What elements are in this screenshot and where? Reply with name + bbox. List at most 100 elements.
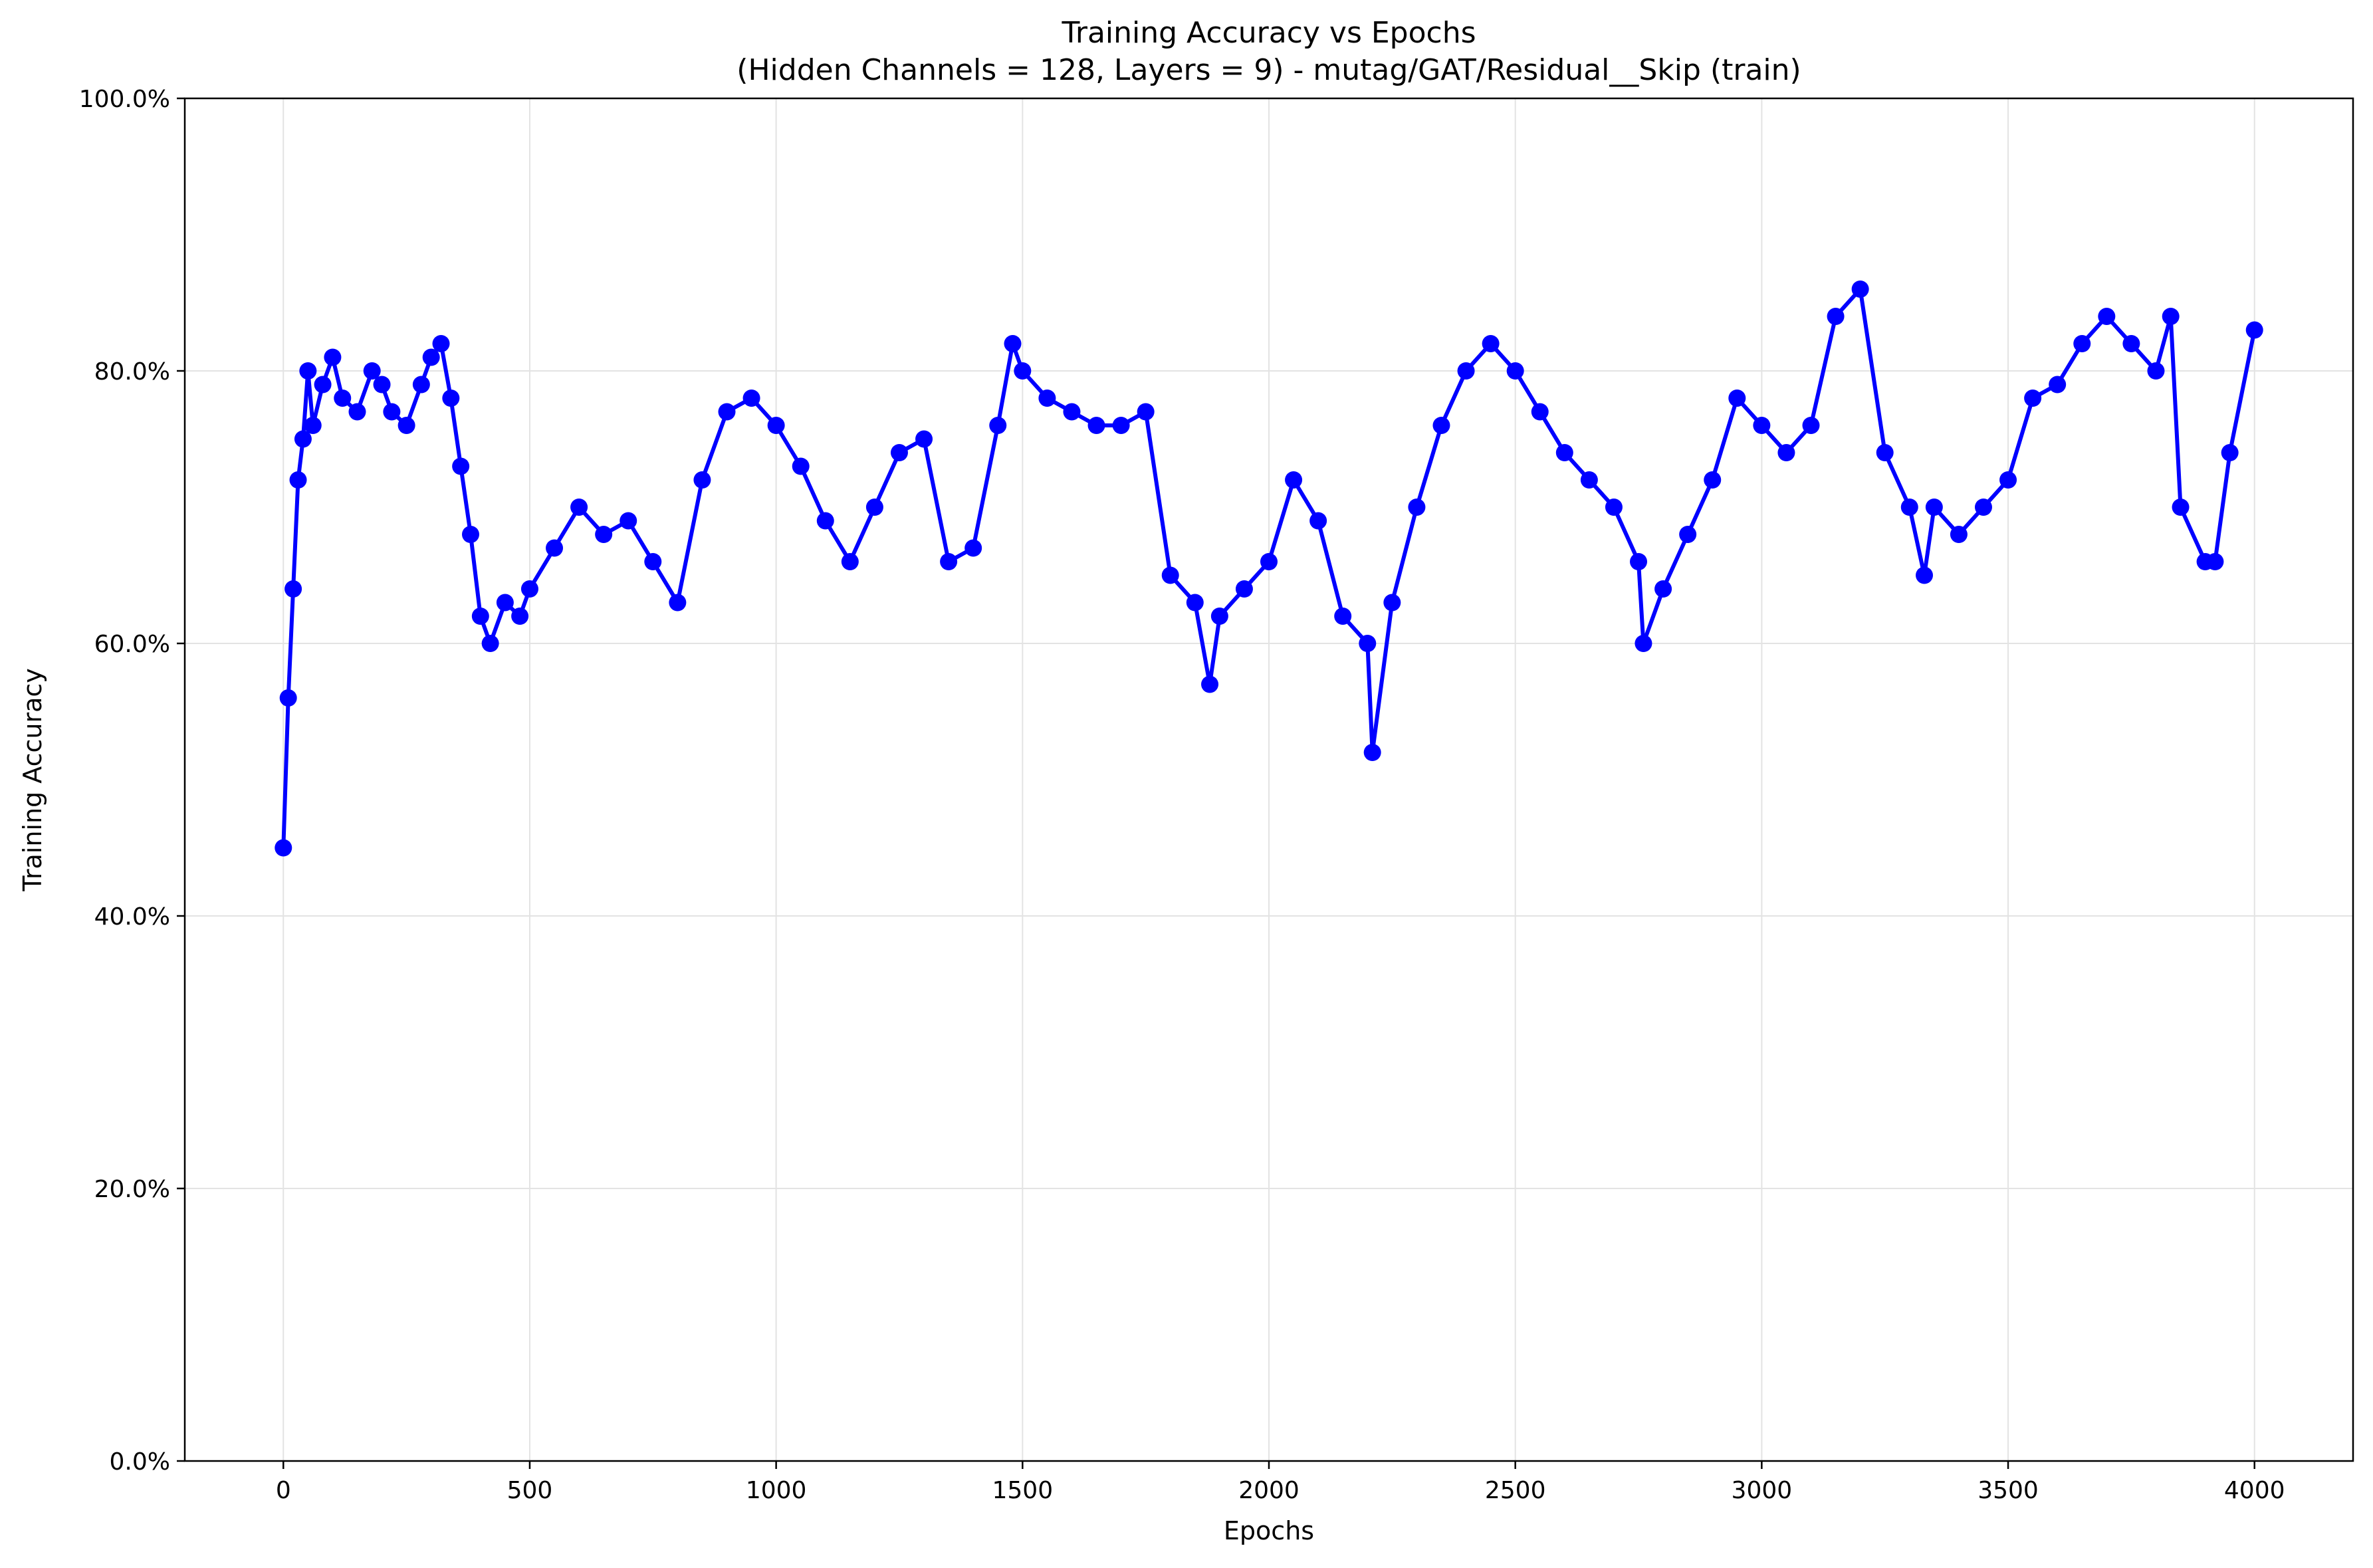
- data-point: [1900, 499, 1918, 516]
- data-point: [1087, 417, 1105, 434]
- data-point: [989, 417, 1007, 434]
- x-tick-label: 1000: [746, 1477, 807, 1504]
- data-point: [397, 417, 415, 434]
- data-point: [1432, 417, 1450, 434]
- data-point: [1679, 526, 1697, 543]
- data-point: [1777, 444, 1795, 461]
- data-point: [718, 403, 736, 421]
- data-point: [314, 376, 332, 393]
- data-point: [373, 376, 391, 393]
- y-axis-label: Training Accuracy: [18, 668, 47, 892]
- grid: [185, 98, 2353, 1462]
- data-point: [1359, 635, 1377, 652]
- data-point: [299, 362, 317, 380]
- data-point: [767, 417, 785, 434]
- data-point: [1827, 308, 1845, 325]
- data-point: [792, 457, 810, 475]
- data-point: [1925, 499, 1943, 516]
- data-point: [1630, 553, 1648, 570]
- data-point: [546, 539, 564, 557]
- data-point: [1260, 553, 1278, 570]
- data-point: [1974, 499, 1992, 516]
- x-tick-label: 1500: [992, 1477, 1054, 1504]
- data-point: [496, 594, 514, 612]
- data-point: [2245, 321, 2263, 339]
- data-point: [363, 362, 381, 380]
- x-tick-label: 2500: [1485, 1477, 1546, 1504]
- data-point: [2049, 376, 2067, 393]
- data-point: [383, 403, 401, 421]
- data-point: [275, 839, 292, 857]
- data-point: [693, 471, 711, 489]
- data-point: [2162, 308, 2180, 325]
- data-point: [442, 390, 460, 407]
- data-point: [1112, 417, 1130, 434]
- data-point: [1383, 594, 1401, 612]
- data-point: [348, 403, 366, 421]
- data-point: [289, 471, 307, 489]
- data-point: [304, 417, 322, 434]
- data-point: [1876, 444, 1894, 461]
- data-point: [1004, 335, 1022, 352]
- data-point: [1704, 471, 1722, 489]
- data-point: [432, 335, 450, 352]
- data-point: [1728, 390, 1746, 407]
- data-point: [452, 457, 470, 475]
- data-point: [1161, 566, 1179, 584]
- data-point: [570, 499, 588, 516]
- data-point: [2098, 308, 2116, 325]
- data-point: [742, 390, 760, 407]
- data-point: [595, 526, 613, 543]
- x-tick-label: 4000: [2224, 1477, 2285, 1504]
- data-point: [1285, 471, 1303, 489]
- data-point: [471, 608, 489, 625]
- data-point: [1063, 403, 1081, 421]
- data-point: [620, 512, 637, 530]
- data-point: [1201, 675, 1219, 693]
- data-point: [1506, 362, 1524, 380]
- data-point: [1038, 390, 1056, 407]
- data-point: [1531, 403, 1549, 421]
- data-point: [644, 553, 662, 570]
- data-point: [1555, 444, 1573, 461]
- data-point: [2206, 553, 2224, 570]
- data-point: [284, 580, 302, 598]
- y-tick-label: 20.0%: [94, 1176, 170, 1203]
- data-point: [1014, 362, 1032, 380]
- x-axis: 0 500 1000 1500 2000 2500 3000 3500 4000: [276, 1461, 2285, 1504]
- data-point: [1605, 499, 1623, 516]
- data-point: [1654, 580, 1672, 598]
- data-point: [1210, 608, 1228, 625]
- data-point: [964, 539, 982, 557]
- data-point: [1309, 512, 1327, 530]
- data-point: [324, 348, 342, 366]
- data-point: [1235, 580, 1253, 598]
- data-point: [1916, 566, 1934, 584]
- data-point: [1802, 417, 1820, 434]
- y-tick-label: 100.0%: [79, 86, 170, 113]
- data-point: [2073, 335, 2091, 352]
- data-point: [412, 376, 430, 393]
- chart-title: Training Accuracy vs Epochs: [1061, 16, 1476, 50]
- data-point: [2147, 362, 2165, 380]
- data-point: [890, 444, 908, 461]
- data-point: [816, 512, 834, 530]
- data-point: [1950, 526, 1968, 543]
- data-point: [2172, 499, 2190, 516]
- y-axis: 0.0% 20.0% 40.0% 60.0% 80.0% 100.0%: [79, 86, 185, 1476]
- x-axis-label: Epochs: [1224, 1516, 1314, 1545]
- data-point: [294, 430, 312, 448]
- x-tick-label: 500: [507, 1477, 553, 1504]
- data-point: [669, 594, 687, 612]
- data-point: [1482, 335, 1500, 352]
- data-point: [1753, 417, 1771, 434]
- data-point: [2122, 335, 2140, 352]
- data-point: [481, 635, 499, 652]
- x-tick-label: 3500: [1978, 1477, 2039, 1504]
- data-point: [1186, 594, 1204, 612]
- data-point: [1635, 635, 1652, 652]
- y-tick-label: 40.0%: [94, 903, 170, 931]
- x-tick-label: 0: [276, 1477, 291, 1504]
- x-tick-label: 3000: [1732, 1477, 1793, 1504]
- data-point: [1851, 280, 1869, 298]
